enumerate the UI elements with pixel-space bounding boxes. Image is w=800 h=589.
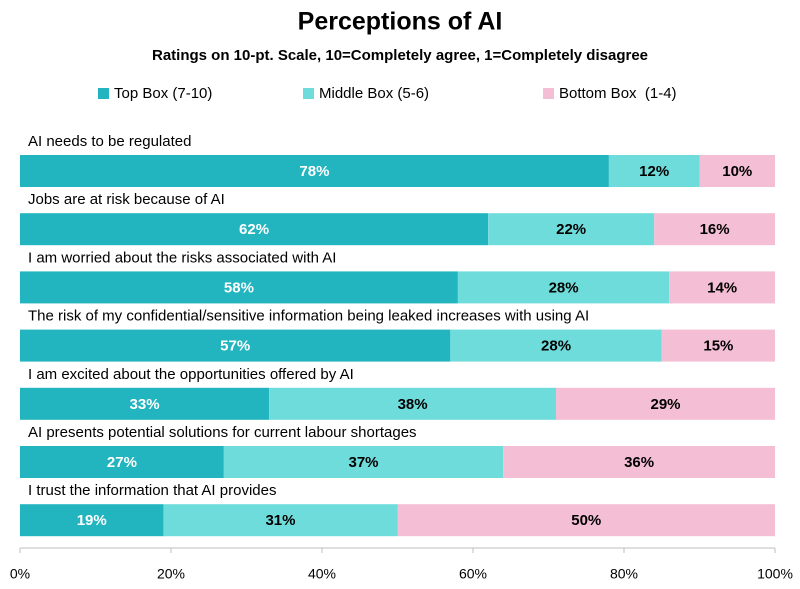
value-label: 36% [624, 454, 654, 471]
category-label: AI presents potential solutions for curr… [28, 424, 417, 441]
bar-segment [163, 504, 398, 537]
bar-segment [699, 155, 775, 187]
category-label: The risk of my confidential/sensitive in… [28, 308, 589, 325]
value-label: 22% [556, 221, 586, 238]
value-label: 15% [703, 338, 733, 355]
value-label: 14% [707, 279, 737, 296]
bar-segment [20, 329, 451, 362]
legend-label: Top Box (7-10) [114, 85, 212, 102]
chart-title: Perceptions of AI [298, 8, 503, 36]
value-label: 62% [239, 221, 269, 238]
bar-segment [457, 271, 670, 304]
value-label: 10% [722, 163, 752, 180]
bar-segment [269, 387, 557, 420]
chart-subtitle: Ratings on 10-pt. Scale, 10=Completely a… [152, 47, 648, 64]
x-tick-label: 100% [757, 566, 793, 582]
bar-segment [20, 504, 164, 537]
x-tick-label: 40% [308, 566, 336, 582]
bar-segment [20, 155, 609, 187]
value-label: 12% [639, 163, 669, 180]
bar-segment [20, 213, 489, 246]
bar-segment [20, 271, 458, 304]
category-label: AI needs to be regulated [28, 133, 191, 150]
value-label: 31% [265, 512, 295, 529]
value-label: 29% [651, 396, 681, 413]
value-label: 28% [541, 338, 571, 355]
category-label: I trust the information that AI provides [28, 482, 276, 499]
bar-segment [20, 387, 270, 420]
bar-segment [654, 213, 775, 246]
value-label: 27% [107, 454, 137, 471]
bar-segment [450, 329, 662, 362]
value-label: 19% [77, 512, 107, 529]
legend-swatch [543, 88, 554, 99]
bar-segment [397, 504, 775, 537]
bar-segment [556, 387, 775, 420]
category-label: Jobs are at risk because of AI [28, 191, 225, 208]
bar-segment [20, 446, 224, 478]
bar-segment [661, 329, 775, 362]
bar-segment [503, 446, 775, 478]
value-label: 33% [130, 396, 160, 413]
bar-segment [669, 271, 775, 304]
legend-swatch [303, 88, 314, 99]
value-label: 38% [398, 396, 428, 413]
value-label: 28% [549, 279, 579, 296]
x-tick-label: 20% [157, 566, 185, 582]
legend-swatch [98, 88, 109, 99]
value-label: 50% [571, 512, 601, 529]
value-label: 16% [700, 221, 730, 238]
value-label: 57% [220, 338, 250, 355]
value-label: 58% [224, 279, 254, 296]
bar-segment [488, 213, 655, 246]
x-tick-label: 0% [10, 566, 30, 582]
bar-segment [608, 155, 700, 187]
legend-label: Middle Box (5-6) [319, 85, 429, 102]
category-label: I am excited about the opportunities off… [28, 366, 354, 383]
x-tick-label: 80% [610, 566, 638, 582]
legend-label: Bottom Box (1-4) [559, 85, 677, 102]
value-label: 37% [349, 454, 379, 471]
x-tick-label: 60% [459, 566, 487, 582]
bar-segment [223, 446, 504, 478]
value-label: 78% [299, 163, 329, 180]
category-label: I am worried about the risks associated … [28, 249, 336, 266]
